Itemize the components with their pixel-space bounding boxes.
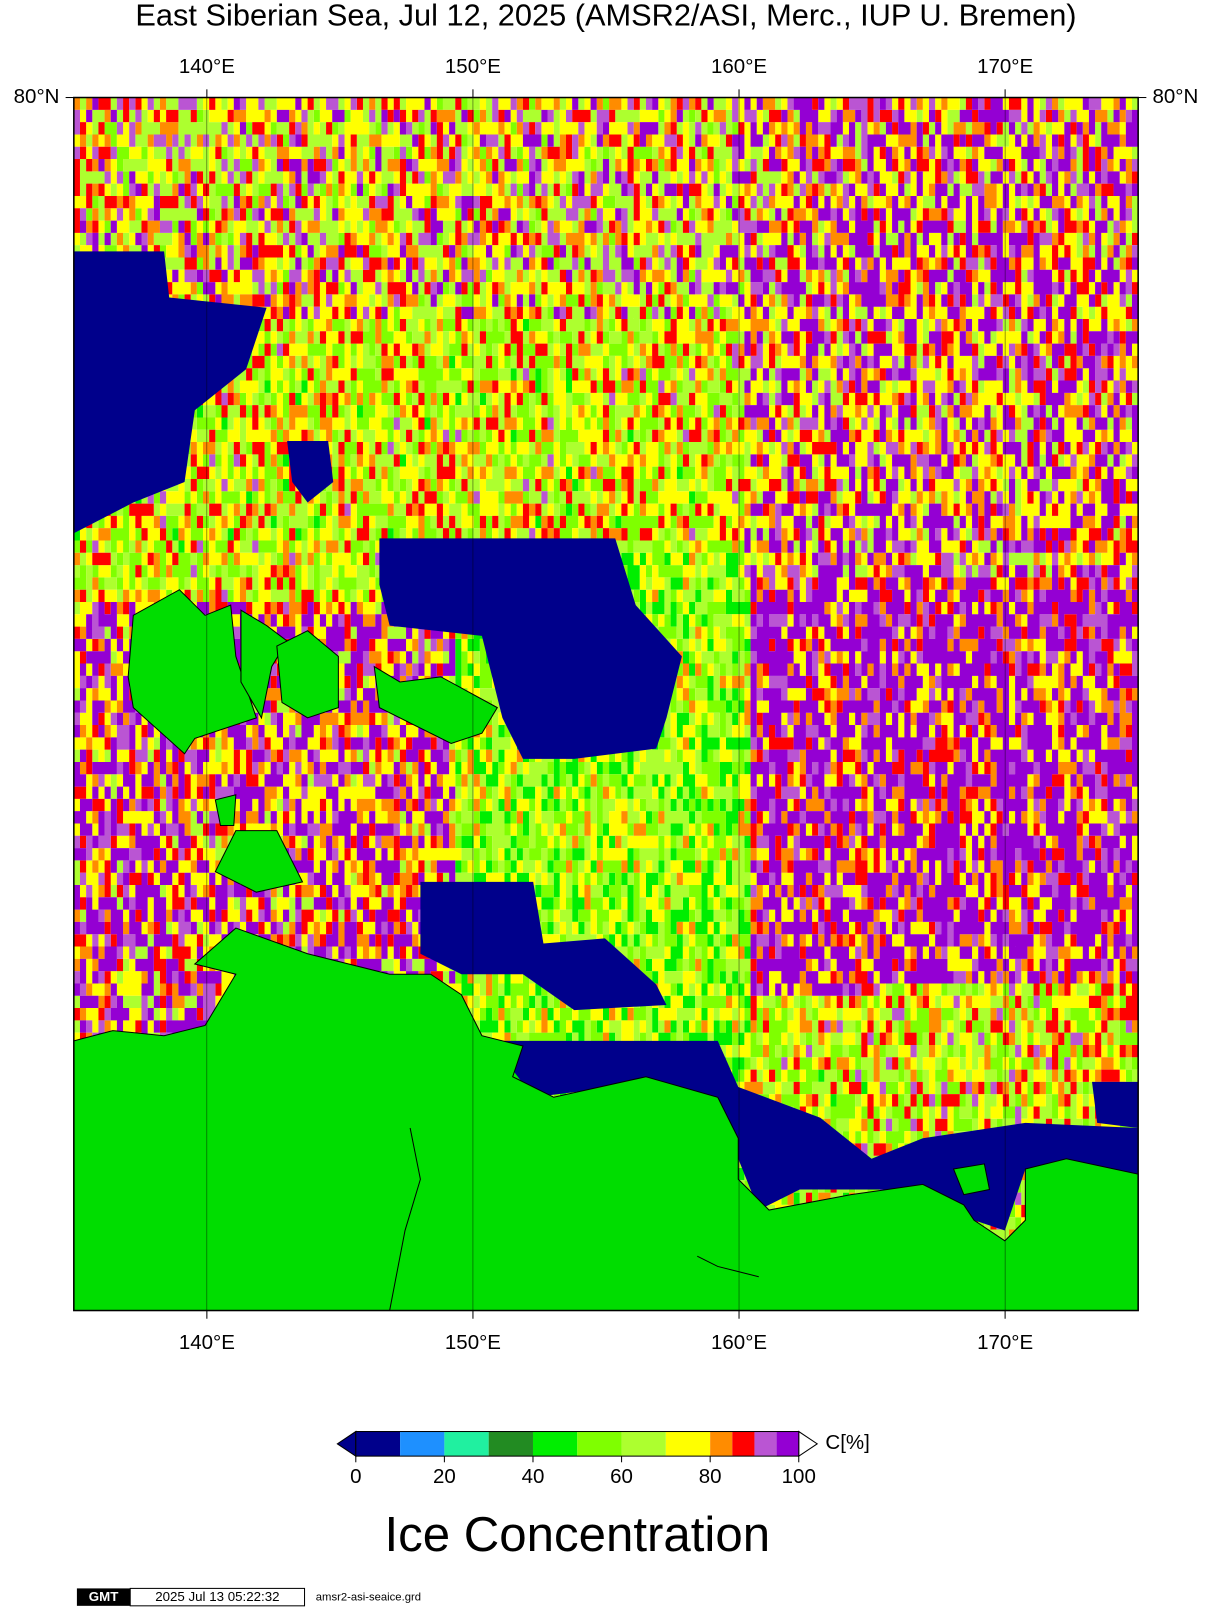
color-segment [732,1431,755,1457]
ice-cells [73,97,1139,1311]
water-region [379,538,682,759]
colorbar-unit: C[%] [825,1431,869,1454]
island [214,794,237,827]
island [276,630,339,719]
island [127,589,257,755]
timestamp-box [129,1587,306,1607]
water-region [1092,1081,1139,1129]
logo: GMT [89,1589,119,1604]
color-segment [621,1431,666,1457]
river [389,1127,421,1311]
colorbar-frame [355,1431,800,1457]
water-region [420,881,667,1011]
lon-label: 140°E [179,55,235,78]
lon-label: 150°E [445,55,501,78]
lon-label: 170°E [977,1331,1033,1354]
file-name: amsr2-asi-seaice.grd [316,1592,421,1604]
color-segment [444,1431,489,1457]
river [697,1255,759,1278]
color-segment [532,1431,578,1457]
colorbar-tick-label: 0 [350,1465,361,1488]
color-segment [665,1431,711,1457]
under-triangle [336,1430,357,1458]
mainland [73,927,1139,1312]
water-region [287,441,334,503]
color-segment [355,1431,401,1457]
footer: GMT 2025 Jul 13 05:22:32 amsr2-asi-seaic… [76,1587,421,1607]
lat-label: 80°N [14,85,60,108]
island [214,830,304,893]
island [952,1163,991,1196]
color-segment [776,1431,799,1457]
map-frame [73,96,1139,1312]
colorbar-tick-label: 60 [610,1465,633,1488]
color-segment [400,1431,445,1457]
color-segment [754,1431,777,1457]
colorbar-label: Ice Concentration [384,1507,770,1562]
colorbar-tick-label: 20 [433,1465,456,1488]
color-segment [710,1431,733,1457]
ice-cells [73,97,1139,1311]
colorbar-tick-label: 100 [782,1465,816,1488]
over-triangle [798,1430,819,1458]
colorbar: 0 20 40 60 80 100 C[%] [336,1430,870,1488]
colorbar-tick-label: 80 [699,1465,722,1488]
logo-box [76,1588,131,1606]
island [373,665,499,745]
island [240,609,288,720]
graticule [65,89,1147,1319]
land [73,589,1139,1312]
colorbar-tick-label: 40 [522,1465,545,1488]
title: East Siberian Sea, Jul 12, 2025 (AMSR2/A… [135,0,1076,33]
lon-label: 160°E [711,55,767,78]
timestamp: 2025 Jul 13 05:22:32 [155,1589,279,1604]
lon-label: 170°E [977,55,1033,78]
water-region [73,251,267,534]
axis-labels: 140°E 140°E 150°E 150°E 160°E 160°E 170°E 170°E… [14,55,1199,1354]
lon-label: 160°E [711,1331,767,1354]
color-segment [488,1431,533,1457]
lat-label: 80°N [1153,85,1199,108]
lon-label: 150°E [445,1331,501,1354]
lon-label: 140°E [179,1331,235,1354]
color-segment [577,1431,622,1457]
